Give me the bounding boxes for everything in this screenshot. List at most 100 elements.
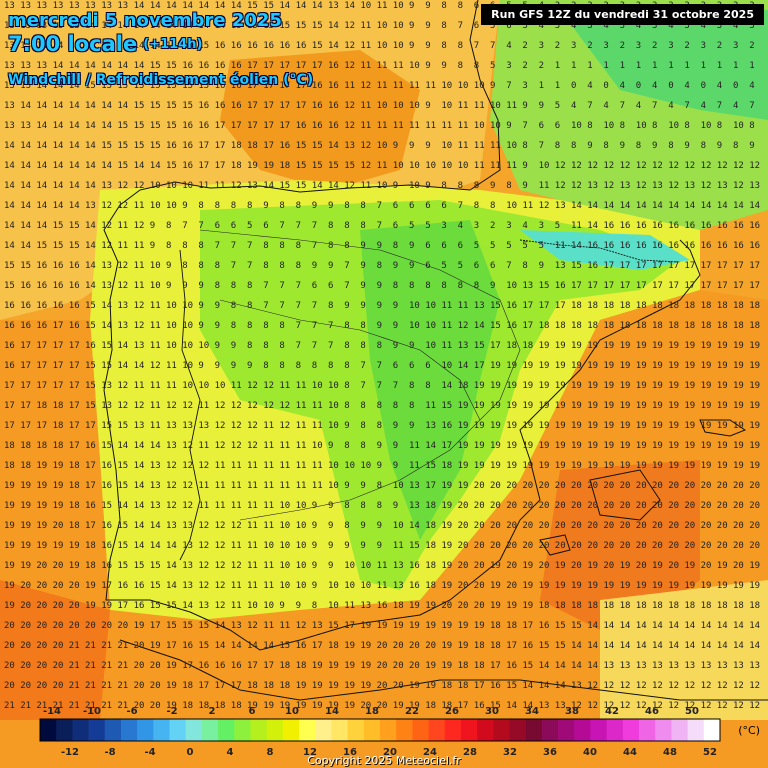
grid-value: 18 bbox=[636, 301, 647, 311]
grid-value: 14 bbox=[215, 1, 226, 11]
grid-value: 20 bbox=[458, 561, 469, 571]
grid-value: 17 bbox=[717, 261, 728, 271]
grid-value: 20 bbox=[701, 561, 712, 571]
grid-value: 14 bbox=[555, 661, 566, 671]
grid-value: 20 bbox=[539, 561, 550, 571]
grid-value: 14 bbox=[20, 101, 31, 111]
legend-swatch bbox=[428, 719, 446, 741]
grid-value: 11 bbox=[117, 221, 128, 231]
grid-value: 18 bbox=[733, 321, 744, 331]
grid-value: 14 bbox=[134, 1, 145, 11]
grid-value: 19 bbox=[684, 381, 695, 391]
grid-value: 11 bbox=[279, 481, 290, 491]
grid-value: 16 bbox=[555, 281, 566, 291]
alps-cold-field bbox=[560, 10, 768, 120]
grid-value: 3 bbox=[717, 21, 722, 31]
grid-value: 16 bbox=[53, 301, 64, 311]
grid-value: 19 bbox=[506, 401, 517, 411]
grid-value: 19 bbox=[474, 621, 485, 631]
grid-value: 15 bbox=[312, 21, 323, 31]
grid-value: 15 bbox=[198, 81, 209, 91]
grid-value: 11 bbox=[198, 181, 209, 191]
grid-value: 9 bbox=[425, 21, 430, 31]
grid-value: 7 bbox=[312, 241, 317, 251]
grid-value: 6 bbox=[441, 241, 446, 251]
grid-value: 19 bbox=[636, 461, 647, 471]
grid-value: 15 bbox=[150, 601, 161, 611]
grid-value: 19 bbox=[717, 581, 728, 591]
grid-value: 7 bbox=[539, 141, 544, 151]
grid-value: 11 bbox=[377, 161, 388, 171]
legend-swatch bbox=[493, 719, 510, 741]
grid-value: 19 bbox=[458, 621, 469, 631]
grid-value: 16 bbox=[101, 461, 112, 471]
grid-value: 16 bbox=[53, 261, 64, 271]
grid-value: 18 bbox=[279, 661, 290, 671]
grid-value: 20 bbox=[717, 521, 728, 531]
grid-value: 16 bbox=[215, 41, 226, 51]
grid-value: 19 bbox=[360, 621, 371, 631]
grid-value: 15 bbox=[344, 161, 355, 171]
grid-value: 13 bbox=[555, 201, 566, 211]
grid-value: 11 bbox=[231, 461, 242, 471]
legend-swatch bbox=[460, 719, 478, 741]
grid-value: 16 bbox=[279, 141, 290, 151]
grid-value: 19 bbox=[749, 401, 760, 411]
grid-value: 15 bbox=[117, 481, 128, 491]
grid-value: 8 bbox=[279, 241, 284, 251]
grid-value: 11 bbox=[263, 581, 274, 591]
legend-label: 20 bbox=[383, 747, 397, 758]
grid-value: 13 bbox=[36, 1, 47, 11]
grid-value: 19 bbox=[490, 361, 501, 371]
grid-value: 13 bbox=[247, 181, 258, 191]
grid-value: 20 bbox=[571, 501, 582, 511]
grid-value: 15 bbox=[134, 121, 145, 131]
grid-value: 19 bbox=[441, 501, 452, 511]
grid-value: 17 bbox=[36, 361, 47, 371]
grid-value: 20 bbox=[150, 681, 161, 691]
grid-value: 7 bbox=[182, 221, 187, 231]
grid-value: 6 bbox=[393, 361, 398, 371]
legend-swatch bbox=[347, 719, 365, 741]
legend-swatch bbox=[622, 719, 640, 741]
grid-value: 12 bbox=[247, 621, 258, 631]
grid-value: 5 bbox=[555, 101, 560, 111]
grid-value: 20 bbox=[668, 481, 679, 491]
legend-swatch bbox=[396, 719, 413, 741]
grid-value: 20 bbox=[458, 521, 469, 531]
grid-value: 17 bbox=[441, 441, 452, 451]
grid-value: 19 bbox=[733, 581, 744, 591]
grid-value: 5 bbox=[539, 241, 544, 251]
grid-value: 14 bbox=[749, 201, 760, 211]
grid-value: 14 bbox=[20, 141, 31, 151]
grid-value: 17 bbox=[198, 161, 209, 171]
grid-value: 20 bbox=[474, 561, 485, 571]
grid-value: 4 bbox=[571, 101, 576, 111]
grid-value: 21 bbox=[69, 701, 80, 711]
grid-value: 10 bbox=[409, 301, 420, 311]
grid-value: 9 bbox=[393, 501, 398, 511]
grid-value: 9 bbox=[393, 301, 398, 311]
grid-value: 19 bbox=[101, 601, 112, 611]
grid-value: 20 bbox=[587, 501, 598, 511]
grid-value: 3 bbox=[733, 41, 738, 51]
grid-value: 17 bbox=[701, 281, 712, 291]
grid-value: 17 bbox=[296, 101, 307, 111]
grid-value: 8 bbox=[215, 281, 220, 291]
grid-value: 16 bbox=[733, 241, 744, 251]
grid-value: 10 bbox=[506, 141, 517, 151]
grid-value: 19 bbox=[409, 701, 420, 711]
grid-value: 20 bbox=[749, 521, 760, 531]
grid-value: 10 bbox=[247, 601, 258, 611]
grid-value: 15 bbox=[247, 1, 258, 11]
grid-value: 13 bbox=[749, 661, 760, 671]
grid-value: 14 bbox=[4, 181, 15, 191]
grid-value: 19 bbox=[555, 561, 566, 571]
grid-value: 17 bbox=[539, 301, 550, 311]
grid-value: 10 bbox=[279, 501, 290, 511]
grid-value: 10 bbox=[344, 561, 355, 571]
grid-value: 0 bbox=[636, 81, 641, 91]
grid-value: 12 bbox=[101, 221, 112, 231]
grid-value: 11 bbox=[409, 441, 420, 451]
grid-value: 4 bbox=[701, 21, 706, 31]
